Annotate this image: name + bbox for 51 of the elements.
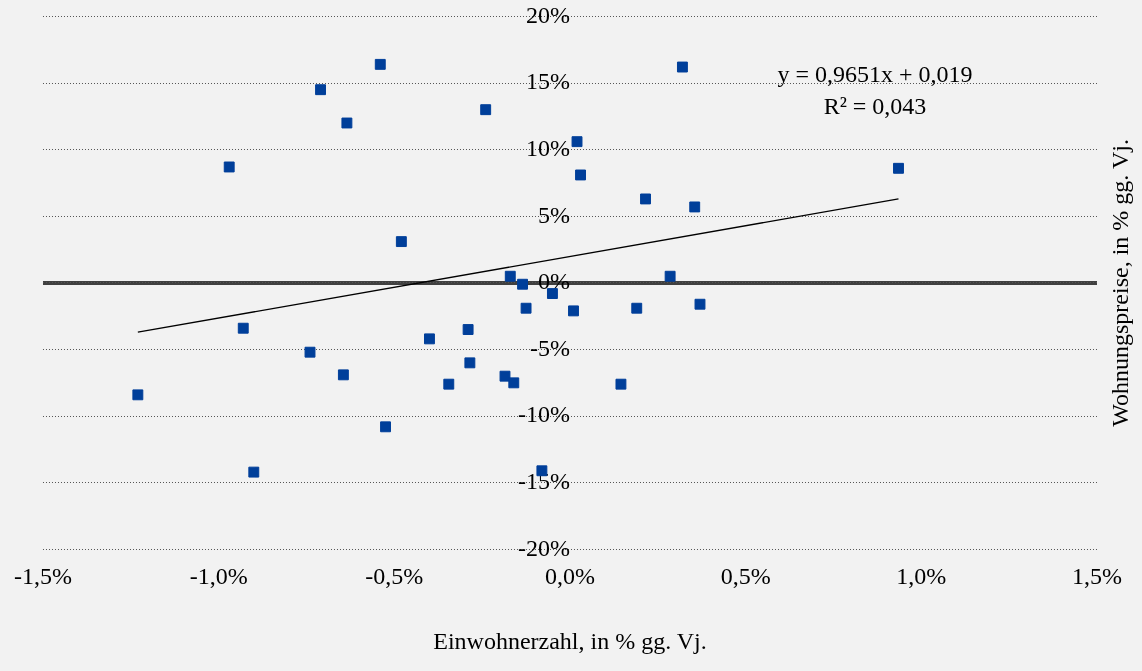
- x-axis-title: Einwohnerzahl, in % gg. Vj.: [433, 627, 707, 654]
- point: [337, 369, 349, 381]
- point: [893, 162, 904, 174]
- point: [575, 169, 586, 181]
- point: [504, 270, 516, 282]
- point: [462, 324, 474, 335]
- point: [664, 270, 676, 282]
- x-tick-label: -1,0%: [189, 563, 248, 590]
- point: [304, 346, 316, 358]
- point: [237, 322, 249, 334]
- point: [374, 58, 386, 70]
- y-axis-title: Wohnungspreise, in % gg. Vj.: [1107, 139, 1134, 427]
- point: [480, 104, 492, 116]
- y-tick-label: -10%: [518, 401, 570, 428]
- point: [223, 161, 235, 173]
- annotation: R² = 0,043: [823, 93, 927, 120]
- y-tick-label: 20%: [526, 1, 570, 28]
- point: [615, 378, 627, 390]
- point: [508, 377, 520, 389]
- point: [631, 302, 643, 314]
- y-tick-label: -15%: [518, 468, 570, 495]
- x-tick-label: -1,5%: [14, 563, 72, 590]
- y-tick-label: -5%: [530, 334, 570, 361]
- y-tick-label: -20%: [518, 534, 570, 561]
- x-tick-label: 0,5%: [720, 563, 771, 590]
- point: [380, 421, 391, 433]
- x-tick-label: -0,5%: [365, 563, 424, 590]
- point: [694, 298, 706, 310]
- point: [640, 193, 651, 205]
- point: [248, 466, 260, 478]
- point: [315, 84, 326, 96]
- point: [464, 357, 476, 369]
- point: [517, 278, 529, 290]
- point: [571, 136, 583, 148]
- point: [341, 117, 353, 129]
- y-tick-label: 15%: [526, 68, 570, 95]
- x-tick-label: 1,5%: [1072, 563, 1122, 590]
- point: [132, 389, 144, 401]
- point: [689, 201, 701, 213]
- point: [676, 61, 688, 73]
- point: [499, 370, 511, 382]
- y-tick-label: 10%: [526, 134, 570, 161]
- x-tick-label: 1,0%: [896, 563, 947, 590]
- point: [443, 378, 455, 390]
- point: [520, 302, 532, 314]
- annotation: y = 0,9651x + 0,019: [777, 61, 973, 88]
- point: [424, 333, 435, 345]
- point: [568, 305, 579, 317]
- x-tick-label: 0,0%: [545, 563, 595, 590]
- y-tick-label: 5%: [538, 201, 570, 228]
- point: [395, 236, 407, 248]
